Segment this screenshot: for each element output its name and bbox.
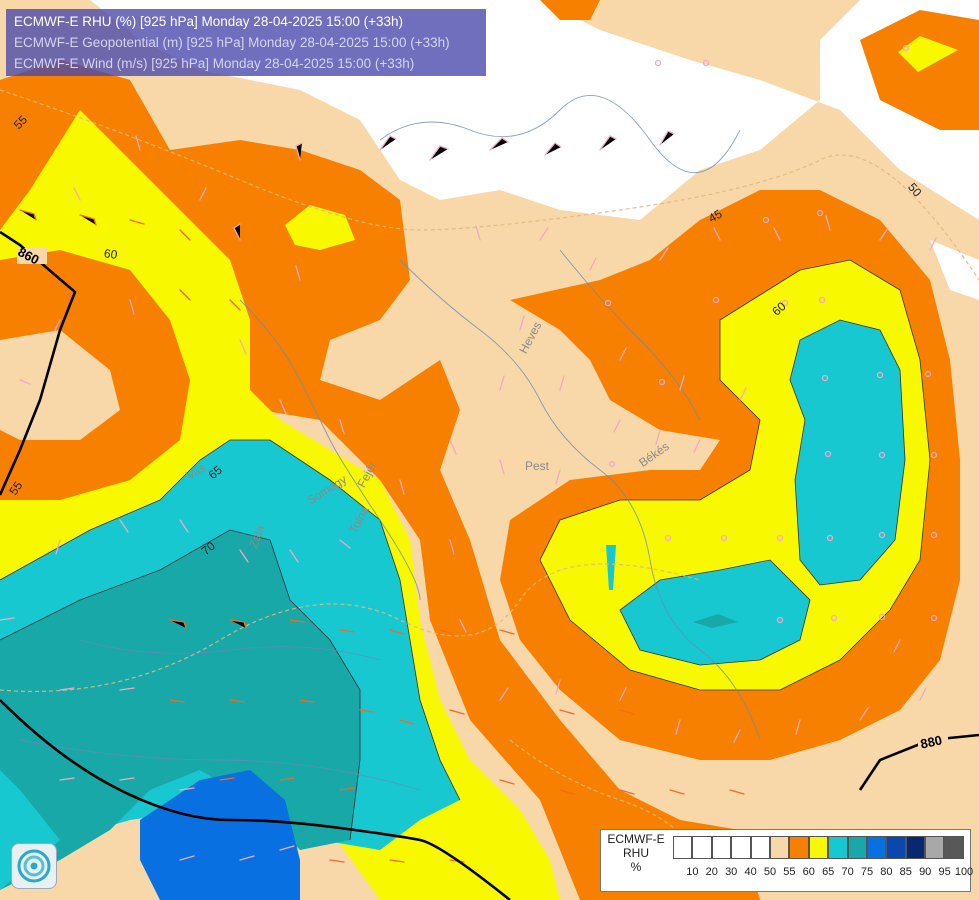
legend-swatch: [731, 836, 751, 859]
legend-tick: 100: [954, 866, 974, 878]
legend-swatches: [673, 836, 964, 859]
rhu-band-55: [0, 330, 120, 440]
logo-swirl-icon: [17, 849, 51, 883]
legend-tick: 30: [725, 866, 738, 878]
legend-swatch: [692, 836, 712, 859]
title-geopotential: ECMWF-E Geopotential (m) [925 hPa] Monda…: [14, 35, 450, 50]
rhu-contour-label: 60: [103, 246, 118, 262]
legend-swatch: [750, 836, 770, 859]
legend-label: ECMWF-E RHU %: [601, 832, 671, 874]
rhu-legend: ECMWF-E RHU % 10 20 30 40 50 55 60 65 70 75 80 85 90…: [600, 829, 974, 892]
legend-tick: 95: [938, 866, 951, 878]
legend-tick: 40: [744, 866, 757, 878]
rhu-contour-lines: [0, 259, 931, 841]
ecmwf-logo: [11, 843, 57, 889]
title-wind: ECMWF-E Wind (m/s) [925 hPa] Monday 28-0…: [14, 56, 415, 71]
legend-swatch: [944, 836, 964, 859]
legend-swatch: [711, 836, 732, 859]
rhu-band-65: [285, 205, 355, 250]
legend-tick: 80: [880, 866, 893, 878]
rhu-band-60: [540, 0, 600, 20]
legend-swatch: [769, 836, 790, 859]
legend-tick: 85: [899, 866, 912, 878]
legend-tick: 65: [822, 866, 835, 878]
label-bg: [17, 248, 47, 264]
rhu-band-70: [790, 320, 905, 585]
legend-label-variable: RHU: [623, 846, 649, 860]
legend-tick: 20: [705, 866, 718, 878]
rhu-band-65: [898, 36, 958, 72]
legend-tick: 10: [686, 866, 699, 878]
legend-swatch: [789, 836, 809, 859]
geopotential-lines: [0, 230, 979, 900]
rhu-band-80: [140, 770, 300, 900]
rhu-band-below-55: [930, 240, 979, 300]
legend-swatch: [905, 836, 926, 859]
legend-tick: 70: [841, 866, 854, 878]
legend-tick: 50: [763, 866, 777, 878]
rhu-contour-label: 45: [706, 206, 725, 225]
rhu-band-70: [606, 545, 616, 590]
rhu-band-75: [693, 614, 738, 628]
legend-label-model: ECMWF-E: [607, 832, 665, 846]
map-title-box: ECMWF-E RHU (%) [925 hPa] Monday 28-04-2…: [6, 9, 486, 76]
place-label-pest: Pest: [525, 459, 550, 473]
legend-tick: 90: [919, 866, 932, 878]
legend-swatch: [847, 836, 867, 859]
wind-barbs: [0, 44, 938, 863]
rhu-band-70: [620, 560, 810, 665]
geopotential-label-880: 880: [919, 732, 943, 751]
legend-label-unit: %: [630, 860, 642, 874]
legend-tick: 60: [802, 866, 815, 878]
label-bg: [918, 733, 948, 749]
legend-swatch: [828, 836, 848, 859]
legend-swatch: [866, 836, 887, 859]
legend-swatch: [808, 836, 829, 859]
legend-swatch: [673, 836, 693, 859]
rivers: [19, 95, 761, 791]
legend-swatch: [925, 836, 945, 859]
title-rhu: ECMWF-E RHU (%) [925 hPa] Monday 28-04-2…: [14, 14, 404, 29]
legend-swatch: [886, 836, 906, 859]
legend-tick: 55: [783, 866, 796, 878]
legend-tick: 75: [860, 866, 874, 878]
